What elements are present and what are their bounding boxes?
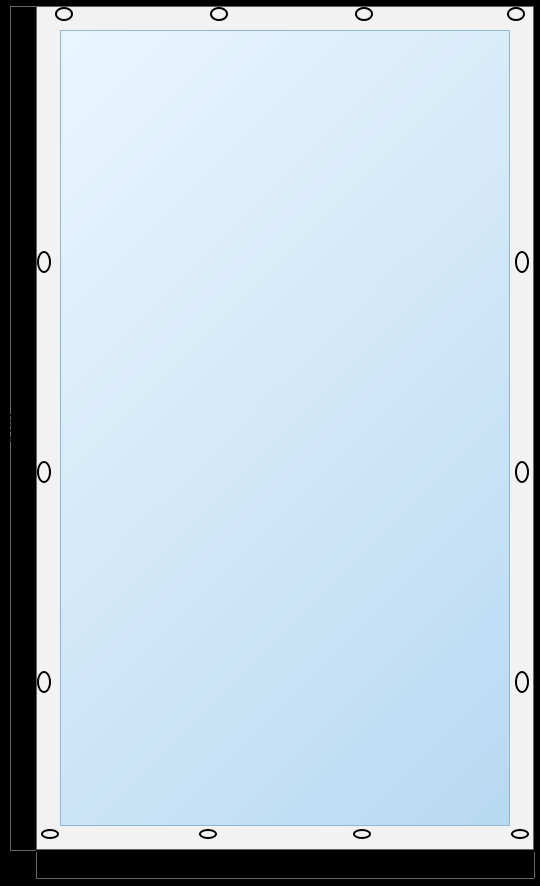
eyelet [199, 829, 217, 839]
tarp-inner-panel [60, 30, 510, 826]
eyelet [210, 7, 228, 21]
eyelet [515, 251, 529, 273]
eyelet [355, 7, 373, 21]
dimension-label-height: 160 [6, 413, 24, 443]
eyelet [55, 7, 73, 21]
eyelet [41, 829, 59, 839]
dimension-tick [36, 852, 37, 878]
eyelet [515, 461, 529, 483]
dimension-label-width: 90 [273, 858, 293, 876]
eyelet [507, 7, 525, 21]
eyelet [37, 461, 51, 483]
eyelet [353, 829, 371, 839]
dimension-line-horizontal [36, 878, 534, 879]
dimension-tick [10, 6, 36, 7]
tarp-diagram: 160 90 [0, 0, 540, 886]
eyelet [37, 251, 51, 273]
eyelet [37, 671, 51, 693]
dimension-tick [534, 852, 535, 878]
eyelet [511, 829, 529, 839]
eyelet [515, 671, 529, 693]
dimension-tick [10, 850, 36, 851]
